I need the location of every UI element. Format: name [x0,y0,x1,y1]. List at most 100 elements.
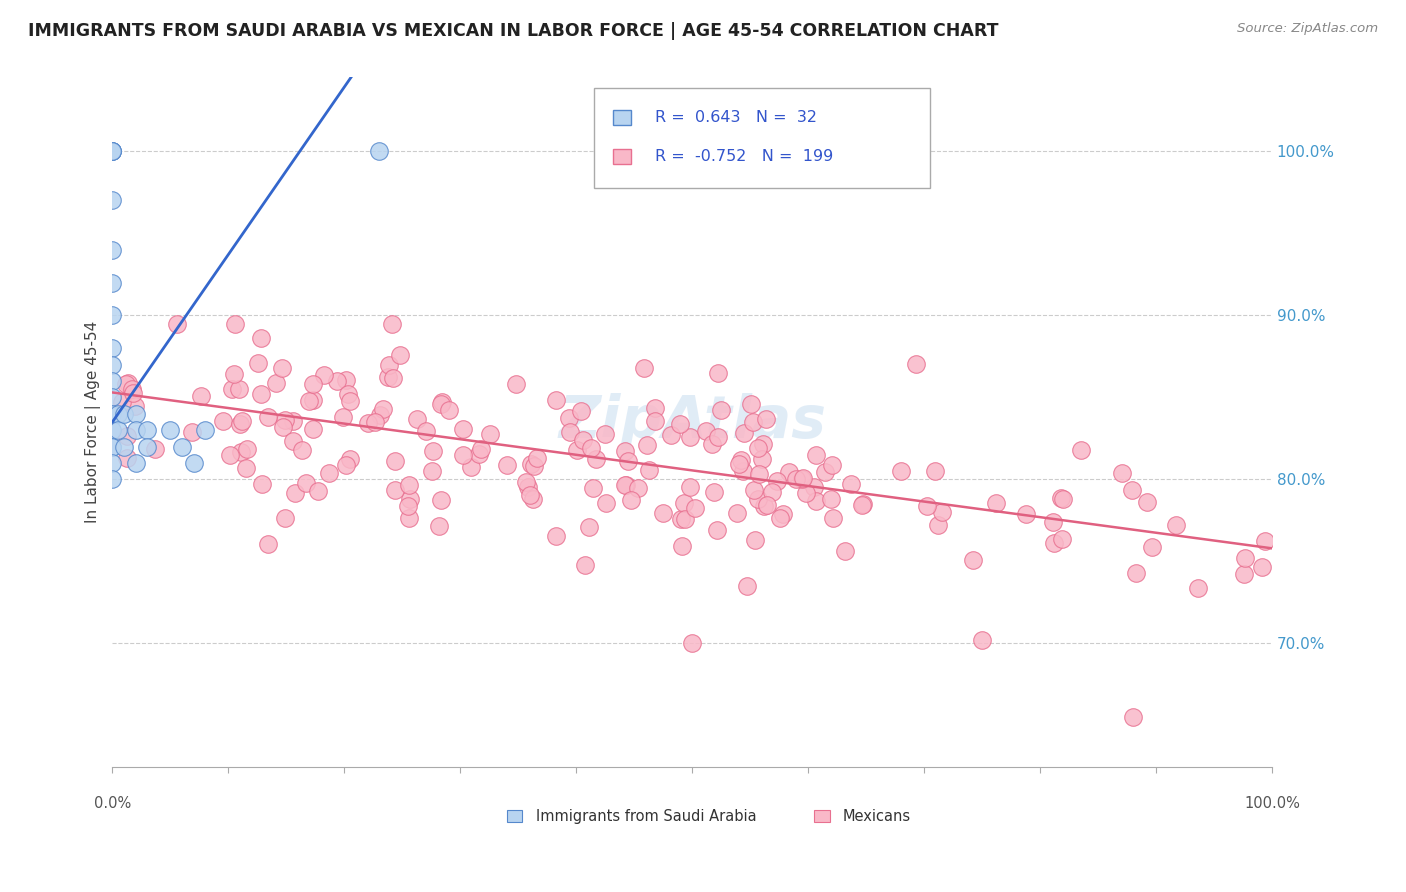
Point [101,440,124,454]
Point [839,477,862,491]
Point [250,387,273,401]
Point [364,415,387,429]
Point [291,443,314,458]
Point [710,403,733,417]
Point [326,374,349,388]
Point [250,477,273,491]
Point [790,472,813,486]
Point [728,458,751,472]
Point [565,443,588,458]
Point [1250,559,1272,574]
Point [101,358,124,372]
Point [772,507,794,521]
Point [219,449,242,463]
Text: Mexicans: Mexicans [842,809,911,823]
Point [1140,541,1163,555]
Text: ZipAtlas: ZipAtlas [558,393,827,450]
Point [595,496,617,510]
Point [124,399,146,413]
Point [194,423,217,437]
Point [264,376,287,390]
Point [915,499,938,513]
Point [381,317,404,331]
Point [101,276,124,290]
Point [569,403,592,417]
Point [794,486,817,500]
Point [544,393,567,408]
Point [558,425,581,440]
Point [730,453,752,467]
Point [986,496,1008,510]
Point [101,145,124,159]
Point [617,454,640,468]
Point [659,428,682,442]
Text: Source: ZipAtlas.com: Source: ZipAtlas.com [1237,22,1378,36]
Point [924,464,946,478]
Point [107,423,129,437]
Point [415,424,437,438]
Point [229,445,252,459]
Point [679,480,702,494]
Point [453,422,475,436]
Point [384,483,406,497]
FancyBboxPatch shape [593,87,929,187]
Point [627,481,650,495]
Point [143,442,166,457]
Point [384,454,406,468]
Point [371,401,394,416]
Point [523,458,546,473]
Point [785,472,807,486]
Point [1233,551,1256,566]
Point [820,491,842,506]
Point [271,360,294,375]
Point [516,480,538,494]
Point [124,423,146,437]
Point [700,436,723,450]
Point [136,440,159,454]
Text: 0.0%: 0.0% [94,796,131,811]
Point [1233,566,1256,581]
Point [644,414,666,428]
Point [115,450,138,465]
Text: 100.0%: 100.0% [1244,796,1299,811]
Point [706,524,728,538]
Point [748,467,770,482]
Point [247,356,270,370]
Point [927,518,949,533]
Point [274,412,297,426]
Point [107,407,129,421]
Point [972,632,994,647]
Point [593,426,616,441]
Point [336,387,359,401]
Point [1052,491,1074,506]
Point [962,552,984,566]
Point [526,450,548,465]
Point [546,529,568,543]
Point [636,437,658,451]
Point [890,464,912,478]
Point [520,457,543,471]
Point [112,407,135,421]
Point [752,499,775,513]
Text: R =  -0.752   N =  199: R = -0.752 N = 199 [655,149,834,164]
Point [101,243,124,257]
Point [821,511,844,525]
Point [613,443,636,458]
Point [124,407,146,421]
Point [159,423,181,437]
Point [681,636,703,650]
FancyBboxPatch shape [613,110,631,125]
Point [314,368,336,382]
Point [671,539,693,553]
Point [744,533,766,548]
Point [821,458,844,472]
Point [356,416,378,430]
Point [1111,466,1133,480]
Point [582,481,605,495]
Point [756,498,779,512]
Point [405,412,427,426]
Point [101,407,124,421]
Point [1187,581,1209,595]
Point [1122,710,1144,724]
Point [399,492,422,507]
